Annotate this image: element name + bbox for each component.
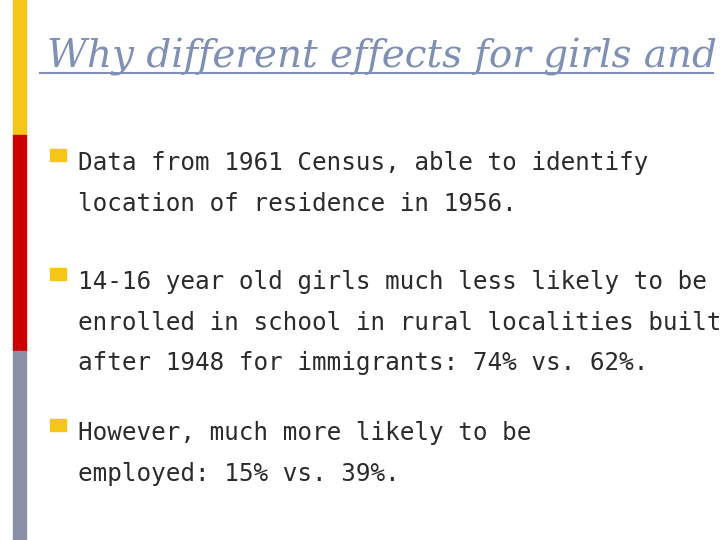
Text: However, much more likely to be: However, much more likely to be (78, 421, 531, 445)
Text: Data from 1961 Census, able to identify: Data from 1961 Census, able to identify (78, 151, 648, 175)
Text: Why different effects for girls and boys?: Why different effects for girls and boys… (47, 38, 720, 76)
Text: enrolled in school in rural localities built: enrolled in school in rural localities b… (78, 310, 720, 334)
Text: 14-16 year old girls much less likely to be: 14-16 year old girls much less likely to… (78, 270, 706, 294)
Bar (50, 268, 66, 280)
Bar (13, 0, 26, 135)
Bar (50, 419, 66, 431)
Text: location of residence in 1956.: location of residence in 1956. (78, 192, 516, 215)
Text: employed: 15% vs. 39%.: employed: 15% vs. 39%. (78, 462, 400, 485)
Bar (13, 351, 26, 540)
Bar (50, 149, 66, 161)
Text: after 1948 for immigrants: 74% vs. 62%.: after 1948 for immigrants: 74% vs. 62%. (78, 351, 648, 375)
Bar (13, 135, 26, 351)
